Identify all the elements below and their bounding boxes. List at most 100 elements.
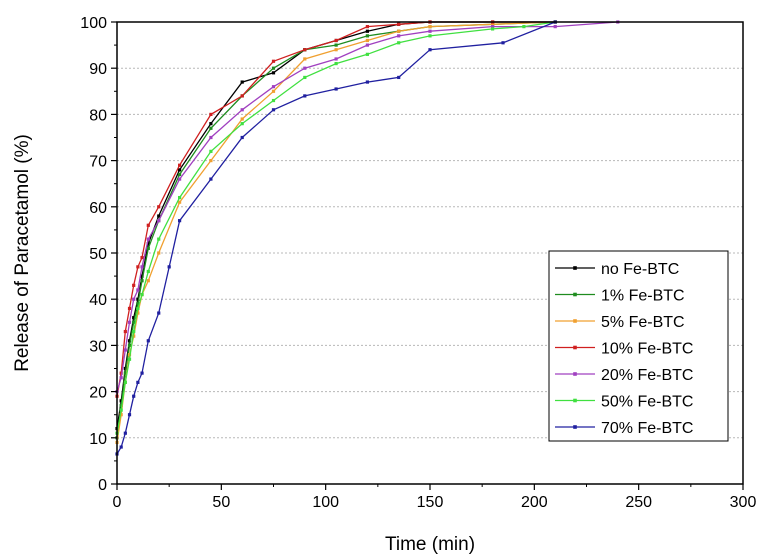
data-point (334, 57, 338, 61)
y-axis-title: Release of Paracetamol (%) (12, 134, 33, 372)
data-point (428, 48, 432, 52)
data-point (132, 329, 136, 334)
data-point (397, 22, 401, 26)
data-point (522, 25, 526, 29)
legend-label: 20% Fe-BTC (601, 367, 693, 384)
series-layer (115, 20, 620, 456)
data-point (132, 297, 136, 301)
series-2 (115, 20, 557, 445)
data-point (157, 214, 161, 218)
data-point (146, 242, 150, 246)
data-point (127, 357, 132, 361)
data-point (157, 237, 161, 241)
data-point (119, 371, 123, 375)
data-point (334, 43, 338, 47)
legend-swatch-marker (573, 266, 577, 270)
series-line (116, 21, 556, 397)
y-tick-label: 80 (89, 107, 107, 124)
y-tick-label: 0 (98, 477, 107, 494)
data-point (271, 59, 276, 63)
data-point (303, 75, 307, 80)
data-point (240, 80, 244, 84)
series-line (116, 21, 556, 443)
legend-item: 20% Fe-BTC (555, 367, 693, 384)
data-point (132, 320, 136, 324)
legend-label: 70% Fe-BTC (601, 420, 693, 437)
data-point (365, 38, 369, 43)
series-6 (115, 20, 557, 456)
series-line (116, 21, 556, 434)
data-point (123, 431, 127, 435)
data-point (157, 219, 161, 223)
data-point (334, 61, 338, 66)
data-point (123, 329, 127, 334)
data-point (136, 380, 140, 384)
data-point (146, 223, 150, 227)
data-point (119, 376, 123, 380)
data-point (491, 27, 495, 31)
data-point (127, 339, 132, 343)
data-point (123, 348, 127, 352)
legend-label: 1% Fe-BTC (601, 288, 685, 305)
data-point (240, 94, 244, 98)
legend-item: no Fe-BTC (555, 261, 679, 278)
data-point (119, 413, 123, 417)
series-5 (115, 20, 557, 435)
data-point (136, 302, 140, 306)
axis-ticks: 0 10 20 30 40 50 60 70 80 90 100 0 50 100 150 200 250 300 (80, 15, 756, 511)
y-tick-label: 40 (89, 292, 107, 309)
legend-swatch-marker (573, 292, 577, 297)
data-point (119, 408, 123, 412)
data-point (209, 122, 213, 126)
data-point (127, 320, 132, 324)
legend-swatch-marker (573, 319, 577, 323)
data-point (140, 265, 144, 269)
data-point (132, 283, 136, 287)
data-point (167, 265, 171, 269)
data-point (146, 246, 150, 250)
data-point (271, 89, 276, 93)
data-point (157, 205, 161, 209)
data-point (334, 87, 338, 91)
data-point (178, 219, 182, 223)
data-point (334, 48, 338, 52)
data-point (132, 316, 136, 320)
series-3 (115, 20, 557, 398)
data-point (209, 126, 213, 130)
data-point (140, 256, 144, 260)
data-point (209, 159, 213, 163)
data-point (123, 371, 127, 375)
x-tick-label: 50 (212, 494, 230, 511)
data-point (157, 251, 161, 255)
data-point (491, 22, 495, 26)
data-point (209, 112, 213, 116)
data-point (271, 85, 276, 89)
series-0 (115, 20, 557, 431)
y-tick-label: 70 (89, 154, 107, 171)
data-point (209, 177, 213, 181)
gridlines (117, 67, 743, 439)
legend-label: no Fe-BTC (601, 261, 679, 278)
data-point (271, 98, 276, 103)
data-point (123, 380, 127, 384)
data-point (178, 163, 182, 167)
data-point (119, 403, 123, 408)
data-point (397, 75, 401, 80)
legend-label: 50% Fe-BTC (601, 394, 693, 411)
data-point (365, 34, 369, 38)
data-point (303, 57, 307, 61)
data-point (127, 413, 132, 417)
x-axis-title: Time (min) (385, 534, 475, 555)
data-point (132, 334, 136, 338)
y-tick-label: 50 (89, 246, 107, 263)
y-tick-label: 10 (89, 431, 107, 448)
y-tick-label: 30 (89, 338, 107, 355)
data-point (119, 445, 123, 449)
data-point (240, 108, 244, 112)
data-point (178, 195, 182, 200)
data-point (397, 29, 401, 33)
series-line (116, 21, 556, 429)
legend-item: 10% Fe-BTC (555, 341, 693, 358)
x-tick-label: 200 (521, 494, 548, 511)
